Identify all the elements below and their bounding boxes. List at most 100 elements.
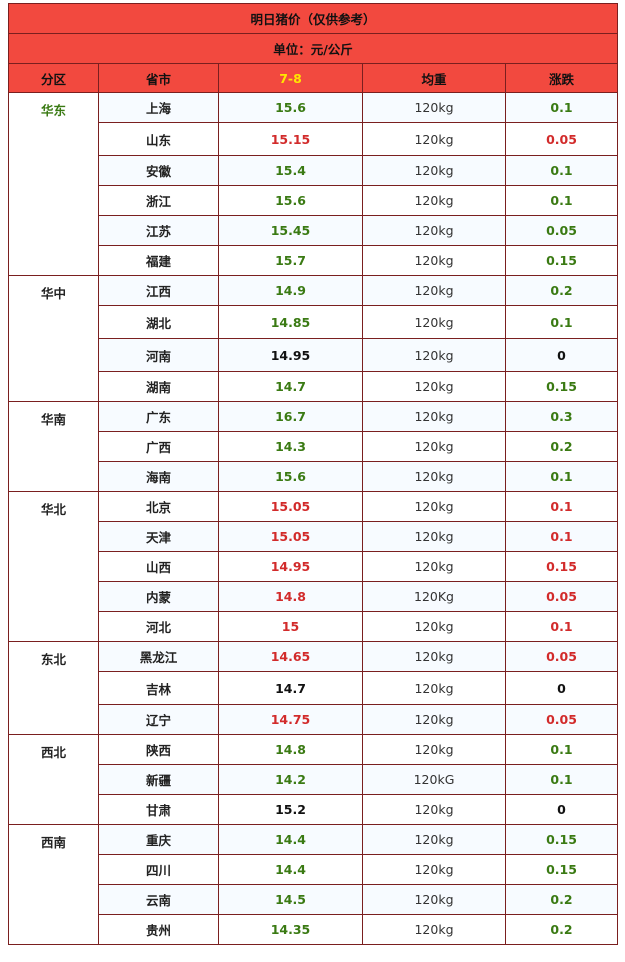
change-cell: 0.1	[505, 611, 618, 642]
price-cell: 14.65	[218, 641, 363, 672]
table-row: 天津 15.05 120kg 0.1	[9, 521, 618, 552]
table-row: 广西 14.3 120kg 0.2	[9, 431, 618, 462]
change-cell: 0.1	[505, 491, 618, 522]
price-cell: 14.35	[218, 914, 363, 945]
change-cell: 0.1	[505, 92, 618, 123]
price-cell: 15.05	[218, 491, 363, 522]
province-cell: 安徽	[98, 155, 219, 186]
province-cell: 陕西	[98, 734, 219, 765]
price-cell: 15.6	[218, 92, 363, 123]
change-cell: 0.2	[505, 275, 618, 306]
change-cell: 0.05	[505, 122, 618, 156]
change-cell: 0.15	[505, 551, 618, 582]
weight-cell: 120kg	[362, 521, 506, 552]
table-row: 河南 14.95 120kg 0	[9, 338, 618, 372]
change-cell: 0.1	[505, 764, 618, 795]
table-row: 安徽 15.4 120kg 0.1	[9, 155, 618, 186]
column-header-date: 7-8	[218, 63, 363, 93]
table-row: 辽宁 14.75 120kg 0.05	[9, 704, 618, 735]
province-cell: 内蒙	[98, 581, 219, 612]
province-cell: 山东	[98, 122, 219, 156]
weight-cell: 120kg	[362, 854, 506, 885]
province-cell: 江苏	[98, 215, 219, 246]
price-cell: 14.7	[218, 671, 363, 705]
table-row: 西南 重庆 14.4 120kg 0.15	[8, 824, 618, 945]
weight-cell: 120kg	[362, 92, 506, 123]
province-cell: 山西	[98, 551, 219, 582]
weight-cell: 120Kg	[362, 581, 506, 612]
price-cell: 14.2	[218, 764, 363, 795]
price-cell: 15.7	[218, 245, 363, 276]
price-cell: 14.8	[218, 734, 363, 765]
province-cell: 浙江	[98, 185, 219, 216]
weight-cell: 120kg	[362, 734, 506, 765]
table-row: 华北 北京 15.05 120kg 0.1	[8, 491, 618, 642]
table-row: 华中 江西 14.9 120kg 0.2	[8, 275, 618, 402]
weight-cell: 120kg	[362, 671, 506, 705]
weight-cell: 120kg	[362, 914, 506, 945]
price-cell: 14.4	[218, 824, 363, 855]
province-cell: 福建	[98, 245, 219, 276]
price-cell: 14.85	[218, 305, 363, 339]
table-row: 山东 15.15 120kg 0.05	[9, 122, 618, 156]
pig-price-table: 明日猪价（仅供参考） 单位：元/公斤 分区 省市 7-8 均重 涨跌 华东 上海 1…	[8, 3, 618, 945]
weight-cell: 120kg	[362, 641, 506, 672]
province-cell: 河南	[98, 338, 219, 372]
table-row: 湖南 14.7 120kg 0.15	[9, 371, 618, 402]
column-header-change: 涨跌	[505, 63, 618, 93]
table-row: 海南 15.6 120kg 0.1	[9, 461, 618, 492]
weight-cell: 120kg	[362, 824, 506, 855]
column-header-province: 省市	[98, 63, 219, 93]
price-cell: 16.7	[218, 401, 363, 432]
province-cell: 广东	[98, 401, 219, 432]
change-cell: 0	[505, 794, 618, 825]
province-cell: 甘肃	[98, 794, 219, 825]
table-row: 东北 黑龙江 14.65 120kg 0.05	[8, 641, 618, 735]
region-cell: 西南	[8, 824, 99, 945]
table-row: 河北 15 120kg 0.1	[9, 611, 618, 642]
price-cell: 14.4	[218, 854, 363, 885]
table-row: 四川 14.4 120kg 0.15	[9, 854, 618, 885]
price-cell: 15.05	[218, 521, 363, 552]
table-row: 吉林 14.7 120kg 0	[9, 671, 618, 705]
change-cell: 0	[505, 671, 618, 705]
weight-cell: 120kg	[362, 431, 506, 462]
table-row: 云南 14.5 120kg 0.2	[9, 884, 618, 915]
region-cell: 东北	[8, 641, 99, 735]
province-cell: 辽宁	[98, 704, 219, 735]
price-cell: 14.9	[218, 275, 363, 306]
change-cell: 0.3	[505, 401, 618, 432]
change-cell: 0.2	[505, 884, 618, 915]
change-cell: 0	[505, 338, 618, 372]
weight-cell: 120kg	[362, 491, 506, 522]
table-row: 山西 14.95 120kg 0.15	[9, 551, 618, 582]
region-cell: 华北	[8, 491, 99, 642]
change-cell: 0.15	[505, 854, 618, 885]
column-header-region: 分区	[8, 63, 99, 93]
weight-cell: 120kg	[362, 275, 506, 306]
province-cell: 吉林	[98, 671, 219, 705]
weight-cell: 120kg	[362, 305, 506, 339]
province-cell: 贵州	[98, 914, 219, 945]
weight-cell: 120kg	[362, 185, 506, 216]
table-row: 浙江 15.6 120kg 0.1	[9, 185, 618, 216]
change-cell: 0.15	[505, 245, 618, 276]
price-cell: 15.2	[218, 794, 363, 825]
change-cell: 0.05	[505, 641, 618, 672]
weight-cell: 120kg	[362, 371, 506, 402]
pig-price-table-container: 明日猪价（仅供参考） 单位：元/公斤 分区 省市 7-8 均重 涨跌 华东 上海 1…	[8, 3, 618, 945]
table-row: 福建 15.7 120kg 0.15	[9, 245, 618, 276]
province-cell: 江西	[98, 275, 219, 306]
table-row: 贵州 14.35 120kg 0.2	[9, 914, 618, 945]
price-cell: 15.6	[218, 461, 363, 492]
region-cell: 华中	[8, 275, 99, 402]
province-cell: 广西	[98, 431, 219, 462]
price-cell: 14.8	[218, 581, 363, 612]
column-header-row: 分区 省市 7-8 均重 涨跌	[8, 63, 618, 93]
table-row: 湖北 14.85 120kg 0.1	[9, 305, 618, 339]
price-cell: 15.6	[218, 185, 363, 216]
province-cell: 四川	[98, 854, 219, 885]
weight-cell: 120kg	[362, 884, 506, 915]
table-title: 明日猪价（仅供参考）	[8, 3, 618, 34]
price-cell: 14.75	[218, 704, 363, 735]
